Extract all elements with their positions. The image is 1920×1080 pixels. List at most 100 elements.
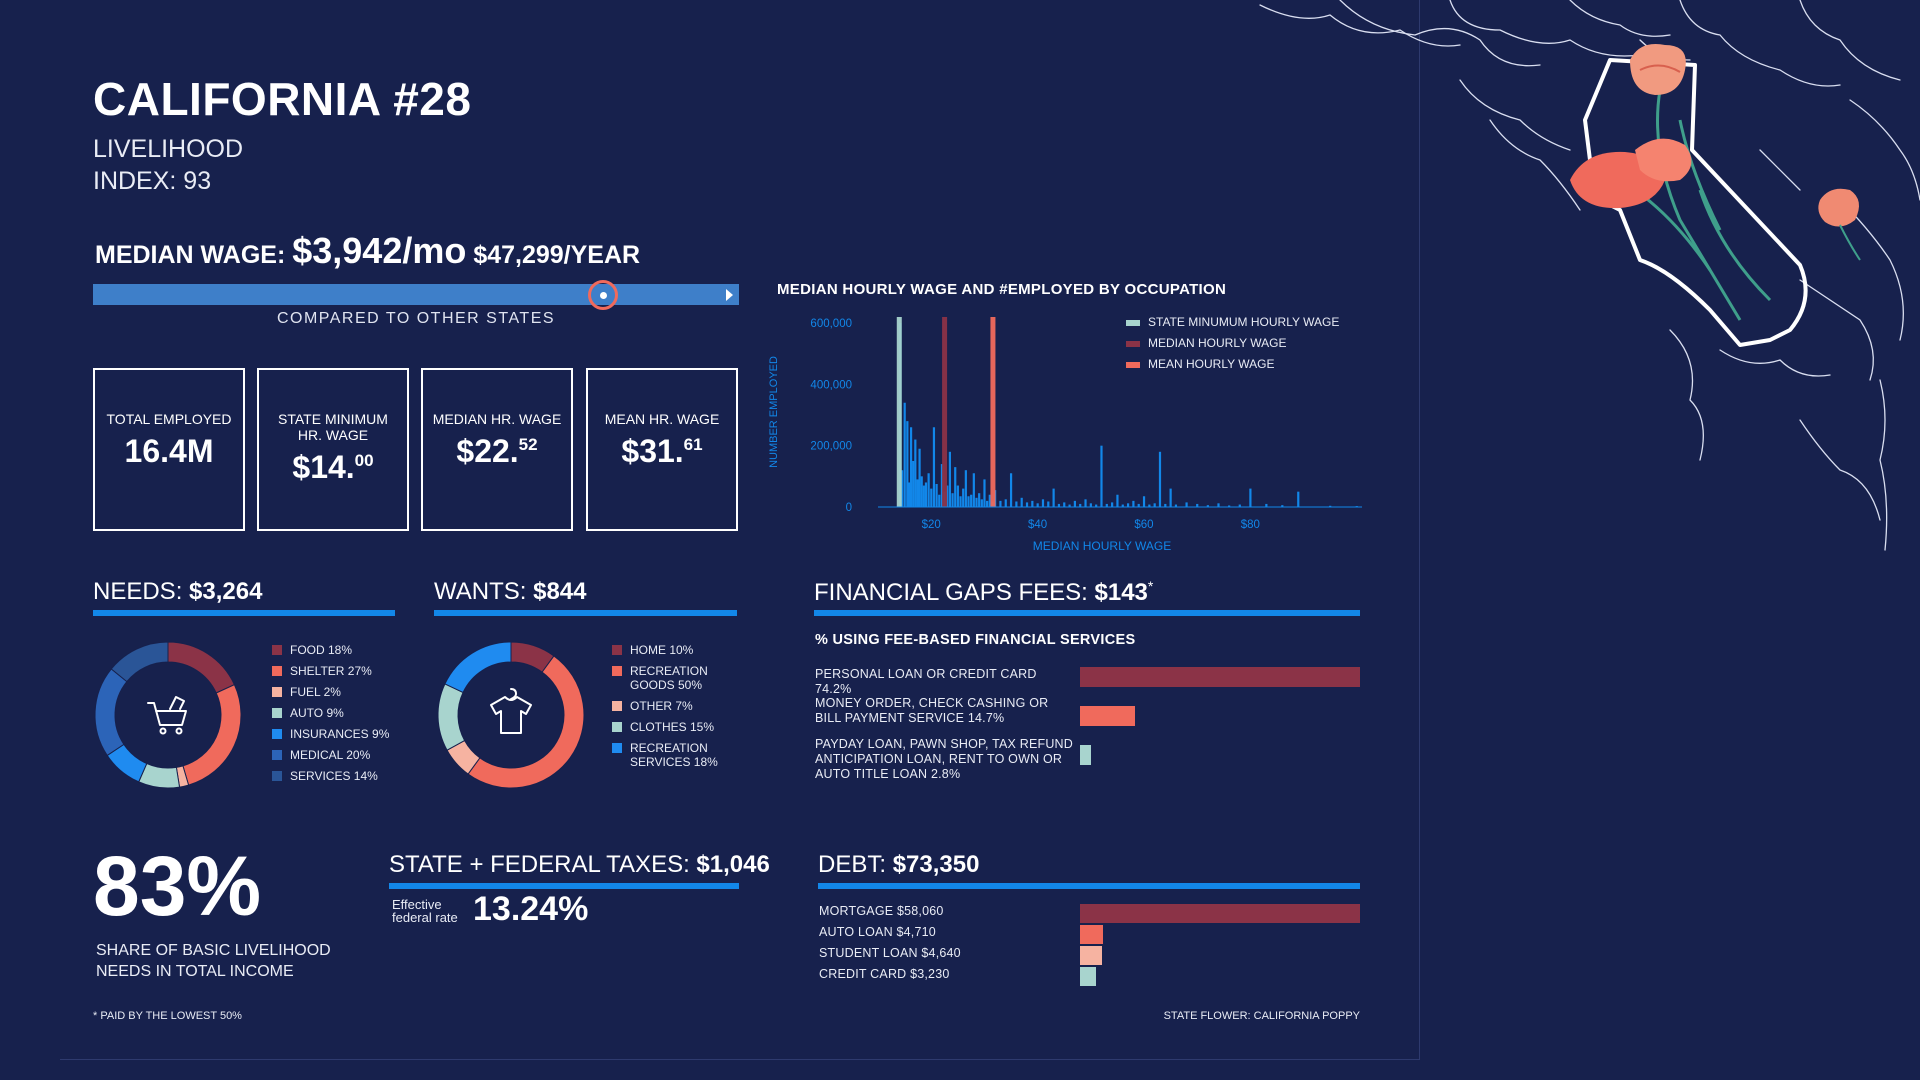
x-tick-label: $20 xyxy=(922,519,941,531)
median-wage-yearly: $47,299/YEAR xyxy=(473,241,641,269)
histogram-bar xyxy=(1041,499,1045,507)
donut-slice xyxy=(467,655,585,789)
legend-item: CLOTHES 15% xyxy=(612,720,752,748)
legend-label: CLOTHES 15% xyxy=(630,720,715,734)
legend-swatch xyxy=(612,666,622,676)
legend-label: FUEL 2% xyxy=(290,685,341,699)
histogram-bar xyxy=(1185,502,1188,507)
histogram-bar xyxy=(1158,451,1162,507)
play-arrow-icon xyxy=(726,289,733,301)
legend-swatch xyxy=(272,666,282,676)
median-wage-heading: MEDIAN WAGE: $3,942/mo $47,299/YEAR xyxy=(95,230,640,272)
legend-item: SHELTER 27% xyxy=(272,664,412,692)
legend-label: FOOD 18% xyxy=(290,643,353,657)
histogram-bar xyxy=(1153,503,1156,507)
footnote: * PAID BY THE LOWEST 50% xyxy=(93,1010,242,1022)
legend-swatch xyxy=(272,750,282,760)
legend-label: OTHER 7% xyxy=(630,699,693,713)
histogram-bar xyxy=(1004,499,1007,507)
page-title: CALIFORNIA #28 xyxy=(93,73,472,125)
compare-label: COMPARED TO OTHER STATES xyxy=(276,310,556,327)
legend-label: AUTO 9% xyxy=(290,706,344,720)
wage-histogram-chart: 0 200,000 400,000 600,000 $20 $40 $60 $80 NUMBE… xyxy=(768,315,1362,553)
histogram-bar xyxy=(986,500,989,507)
effective-rate-label-line: Effective xyxy=(392,897,442,912)
wants-underline xyxy=(434,610,737,616)
poppy-stem-small xyxy=(1839,224,1861,261)
median-wage-monthly: $3,942/mo xyxy=(292,230,467,271)
needs-label: NEEDS: xyxy=(93,578,183,605)
donut-slice xyxy=(167,641,236,694)
y-axis-label: NUMBER EMPLOYED xyxy=(768,356,780,468)
histogram-bar xyxy=(932,427,936,507)
legend-swatch xyxy=(272,708,282,718)
gap-bar xyxy=(1080,667,1360,687)
donut-slice xyxy=(94,668,128,757)
donut-slice xyxy=(437,683,466,751)
gap-bar xyxy=(1080,706,1136,726)
gap-label: PERSONAL LOAN OR CREDIT CARD 74.2% xyxy=(815,667,1037,696)
legend-label: STATE MINUMUM HOURLY WAGE xyxy=(1148,315,1339,329)
chart-title: MEDIAN HOURLY WAGE AND #EMPLOYED BY OCCU… xyxy=(777,281,1227,298)
histogram-bar xyxy=(967,496,970,507)
histogram-bar xyxy=(1036,503,1039,507)
stat-label: MEAN HR. WAGE xyxy=(604,411,720,427)
stat-value: $14.00 xyxy=(259,449,407,486)
legend-label: RECREATION SERVICES 18% xyxy=(630,741,718,769)
histogram-bar xyxy=(1281,505,1284,507)
page-subtitle: LIVELIHOOD INDEX: 93 xyxy=(93,133,243,197)
frame-divider-bottom xyxy=(60,1059,1420,1060)
effective-rate-label-line: federal rate xyxy=(392,910,458,925)
legend-label: RECREATION GOODS 50% xyxy=(630,664,708,692)
histogram-bar xyxy=(907,482,911,507)
histogram-bar xyxy=(1116,494,1119,507)
x-axis-label: MEDIAN HOURLY WAGE xyxy=(1033,539,1171,553)
share-caption-line: NEEDS IN TOTAL INCOME xyxy=(96,963,294,980)
gap-label: MONEY ORDER, CHECK CASHING OR BILL PAYME… xyxy=(815,696,1049,725)
legend-item: OTHER 7% xyxy=(612,699,752,727)
histogram-bar xyxy=(1121,504,1124,507)
debt-bar xyxy=(1080,904,1360,923)
histogram-bar xyxy=(909,427,913,507)
histogram-bar xyxy=(1174,504,1178,507)
legend-item: RECREATION SERVICES 18% xyxy=(612,741,752,769)
legend-swatch xyxy=(272,729,282,739)
median-wage-label: MEDIAN WAGE: xyxy=(95,241,286,269)
histogram-bar xyxy=(930,488,933,507)
needs-donut-chart xyxy=(94,641,242,789)
frame-divider xyxy=(1419,0,1420,1060)
share-percentage: 83% xyxy=(93,839,262,933)
y-tick-label: 600,000 xyxy=(810,318,852,330)
y-tick-label: 400,000 xyxy=(810,379,852,391)
poppy-flower xyxy=(1570,138,1692,209)
stat-value: 16.4M xyxy=(95,433,243,470)
share-caption: SHARE OF BASIC LIVELIHOOD NEEDS IN TOTAL… xyxy=(96,940,331,982)
shopping-cart-icon xyxy=(147,696,187,735)
histogram-bar xyxy=(959,496,962,507)
legend-label: MEDICAL 20% xyxy=(290,748,371,762)
chart-legend: STATE MINUMUM HOURLY WAGE MEDIAN HOURLY … xyxy=(1126,315,1339,371)
histogram-bar xyxy=(964,470,967,507)
histogram-bar xyxy=(1329,505,1332,507)
histogram-bar xyxy=(927,473,930,507)
legend-swatch xyxy=(612,743,622,753)
legend-swatch xyxy=(272,687,282,697)
needs-underline xyxy=(93,610,395,616)
legend-item: HOME 10% xyxy=(612,643,752,671)
legend-item: RECREATION GOODS 50% xyxy=(612,664,752,692)
histogram-bar xyxy=(1137,503,1140,507)
histogram-bar xyxy=(1089,503,1092,507)
needs-heading: NEEDS: $3,264 xyxy=(93,578,262,606)
financial-gaps-amount: $143 xyxy=(1094,579,1148,606)
legend-swatch-median-wage xyxy=(1126,341,1140,347)
marker-dot xyxy=(600,292,608,299)
stat-box-median-wage: MEDIAN HR. WAGE $22.52 xyxy=(421,368,573,531)
histogram-bar xyxy=(972,473,975,507)
histogram-bar xyxy=(1297,491,1300,507)
histogram-bar xyxy=(1025,502,1029,507)
histogram-bar xyxy=(1169,488,1172,507)
legend-item: INSURANCES 9% xyxy=(272,727,412,755)
effective-rate-value: 13.24% xyxy=(473,890,589,928)
histogram-bar xyxy=(946,485,949,507)
histogram-bar xyxy=(1100,445,1103,507)
